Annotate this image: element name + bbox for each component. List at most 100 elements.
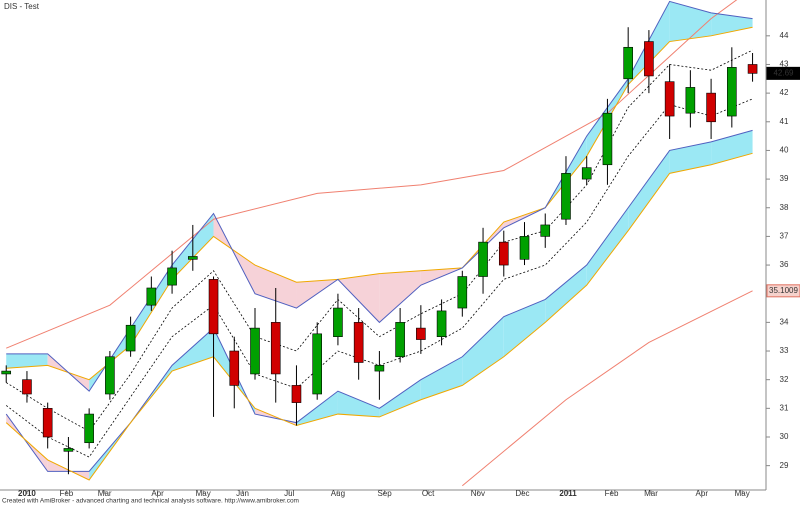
indicator-line [6,49,753,432]
candle-body [581,167,592,180]
candle-body [395,322,405,358]
y-tick-label: 37 [780,232,789,241]
candle-body [188,256,198,260]
candle-body [727,67,737,117]
band-fill [503,299,546,357]
candle-body [167,267,177,286]
x-tick-label: Sep [377,489,392,498]
candle-body [416,327,426,340]
candle-body [146,287,157,306]
candle-body [498,241,509,266]
band-fill [337,391,380,417]
band-fill [6,353,48,369]
candle-body [747,64,758,74]
candle-body [208,279,219,335]
y-tick-label: 30 [780,432,789,441]
last-price-label: 42.69 [773,68,794,77]
candle-body [706,92,716,123]
x-tick-label: May [196,489,211,498]
y-tick-label: 34 [780,317,789,326]
candle-body [623,46,633,80]
band-fill [379,379,421,417]
band-fill [669,141,712,174]
x-tick-label: Jun [236,489,249,498]
x-tick-label: Dec [515,489,529,498]
band-fill [462,316,504,386]
candle-body [353,322,364,363]
y-tick-label: 41 [780,117,789,126]
band-fill [711,12,753,36]
indicator-line [461,290,753,487]
candle-body [685,87,696,114]
y-tick-label: 36 [780,260,789,269]
y-tick-label: 38 [780,203,789,212]
candle-body [374,365,385,372]
band-fill [711,130,753,165]
x-tick-label: 2011 [559,489,577,498]
band-fill [628,150,670,231]
candle-body [270,322,281,375]
x-tick-label: Mar [98,489,112,498]
candle-body [436,310,447,337]
indicator-line [5,152,753,481]
candle-body [602,112,613,166]
candle-body [63,448,74,452]
y-tick-label: 42 [780,88,789,97]
plot-area [1,0,758,487]
candle-body [125,324,136,352]
y-tick-label: 40 [780,146,789,155]
y-tick-label: 31 [780,403,789,412]
candle-body [105,356,115,395]
candle-body [84,413,94,444]
candle-body [312,333,322,395]
y-tick-label: 32 [780,375,789,384]
x-tick-label: Feb [605,489,619,498]
footer: Created with AmiBroker - advanced charti… [2,498,299,505]
candle-body [229,350,240,386]
candle-body [42,408,53,438]
chart-title: DIS - Test [4,2,40,11]
candle-body [478,241,488,277]
lower-band-value-label: 35.1009 [769,286,798,295]
candle-body [291,385,302,403]
candle-body [664,81,675,117]
band-fill [545,265,587,323]
band-fill [337,273,380,323]
last-price-box [766,66,800,80]
y-tick-label: 29 [780,461,789,470]
x-tick-label: Jul [284,489,294,498]
candle-body [22,379,32,395]
x-tick-label: Apr [696,489,709,498]
y-tick-label: 43 [780,60,789,69]
band-fill [420,356,463,400]
x-tick-label: Oct [422,489,435,498]
candle-body [333,307,343,337]
x-tick-label: Aug [331,489,345,498]
band-fill [669,1,712,42]
x-tick-label: 2010 [18,489,36,498]
x-tick-label: Apr [151,489,164,498]
band-fill [379,270,421,323]
y-tick-label: 39 [780,174,789,183]
candle-body [457,276,468,309]
candle-body [540,224,551,237]
candle-body [644,41,654,77]
x-tick-label: Feb [59,489,73,498]
lower-band-value-box [766,284,800,298]
x-tick-label: May [735,489,750,498]
band-fill [586,207,629,286]
candle-body [250,327,260,375]
band-fill [255,265,297,309]
x-tick-label: Nov [471,489,485,498]
candle-body [1,370,12,375]
candle-body [561,173,571,220]
indicator-line [6,0,738,349]
candle-body [519,236,530,260]
y-tick-label: 33 [780,346,789,355]
x-tick-label: Mar [644,489,658,498]
y-tick-label: 44 [780,31,789,40]
band-fill [172,328,214,372]
